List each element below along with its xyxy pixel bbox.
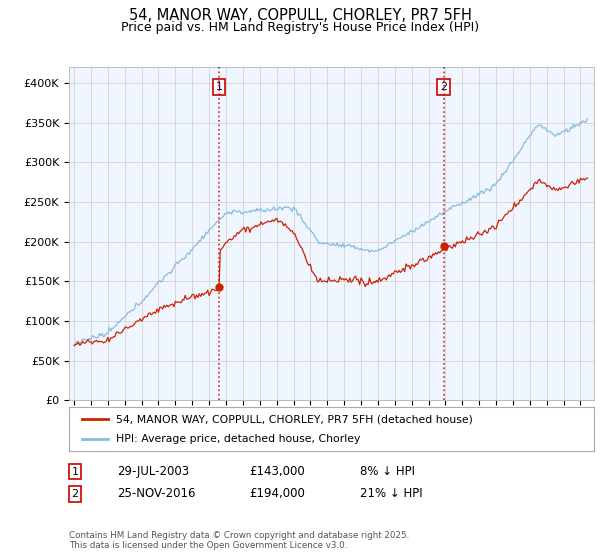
Text: Contains HM Land Registry data © Crown copyright and database right 2025.
This d: Contains HM Land Registry data © Crown c… (69, 531, 409, 550)
Text: 2: 2 (440, 82, 448, 92)
Text: 1: 1 (71, 466, 79, 477)
Text: HPI: Average price, detached house, Chorley: HPI: Average price, detached house, Chor… (116, 433, 361, 444)
Text: 29-JUL-2003: 29-JUL-2003 (117, 465, 189, 478)
Text: 8% ↓ HPI: 8% ↓ HPI (360, 465, 415, 478)
Text: Price paid vs. HM Land Registry's House Price Index (HPI): Price paid vs. HM Land Registry's House … (121, 21, 479, 34)
Text: 25-NOV-2016: 25-NOV-2016 (117, 487, 196, 501)
Text: 54, MANOR WAY, COPPULL, CHORLEY, PR7 5FH: 54, MANOR WAY, COPPULL, CHORLEY, PR7 5FH (128, 8, 472, 24)
Text: £194,000: £194,000 (249, 487, 305, 501)
Text: 1: 1 (215, 82, 223, 92)
Text: 2: 2 (71, 489, 79, 499)
Text: 54, MANOR WAY, COPPULL, CHORLEY, PR7 5FH (detached house): 54, MANOR WAY, COPPULL, CHORLEY, PR7 5FH… (116, 414, 473, 424)
Text: £143,000: £143,000 (249, 465, 305, 478)
Text: 21% ↓ HPI: 21% ↓ HPI (360, 487, 422, 501)
